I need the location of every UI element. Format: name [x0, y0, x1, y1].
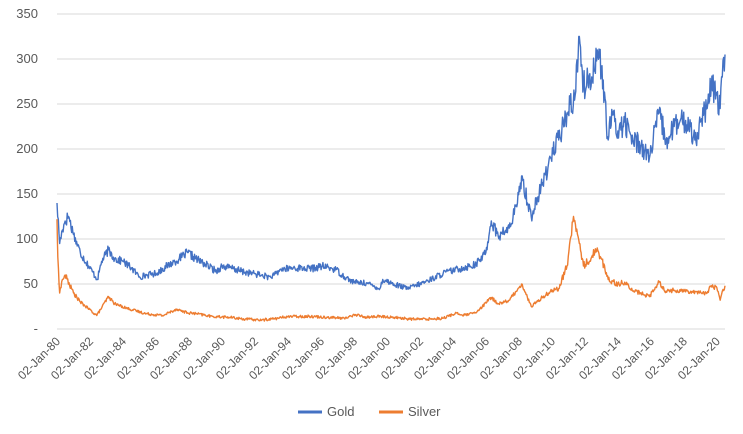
plot-area — [56, 35, 726, 322]
legend: Gold Silver — [298, 404, 441, 419]
y-axis: - 50 100 150 200 250 300 350 — [16, 6, 38, 336]
series-line-silver — [56, 215, 726, 322]
legend-label-gold: Gold — [327, 404, 354, 419]
x-axis: 02-Jan-8002-Jan-8202-Jan-8402-Jan-8602-J… — [15, 334, 723, 382]
y-tick-label: 350 — [16, 6, 38, 21]
y-tick-label: 200 — [16, 141, 38, 156]
y-tick-label: 150 — [16, 186, 38, 201]
y-tick-label: 50 — [24, 276, 38, 291]
y-tick-label: - — [34, 321, 38, 336]
y-tick-label: 250 — [16, 96, 38, 111]
y-tick-label: 300 — [16, 51, 38, 66]
y-tick-label: 100 — [16, 231, 38, 246]
series-line-gold — [56, 35, 726, 291]
gridlines — [57, 13, 725, 330]
legend-label-silver: Silver — [408, 404, 441, 419]
